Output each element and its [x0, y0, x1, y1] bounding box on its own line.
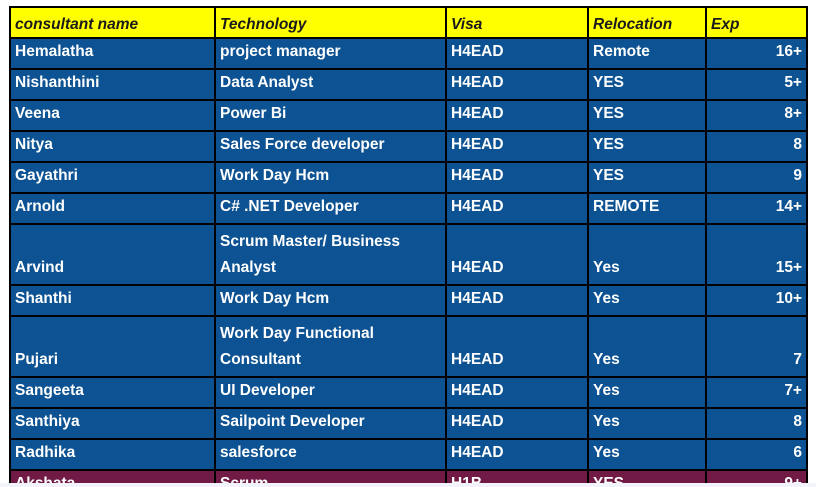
- visa-cell: H4EAD: [445, 99, 589, 132]
- consultant-name-cell: Arvind: [9, 223, 216, 286]
- table-row: Gayathri Work Day Hcm H4EAD YES 9: [9, 161, 808, 194]
- visa-cell: H4EAD: [445, 37, 589, 70]
- table-row: Veena Power Bi H4EAD YES 8+: [9, 99, 808, 132]
- consultant-name-cell: Hemalatha: [9, 37, 216, 70]
- technology-cell: Power Bi: [214, 99, 447, 132]
- visa-cell: H4EAD: [445, 438, 589, 471]
- table-row: Sangeeta UI Developer H4EAD Yes 7+: [9, 376, 808, 409]
- visa-cell: H4EAD: [445, 192, 589, 225]
- consultant-name-cell: Shanthi: [9, 284, 216, 317]
- exp-cell: 8: [705, 130, 808, 163]
- technology-cell: Data Analyst: [214, 68, 447, 101]
- visa-cell: H4EAD: [445, 68, 589, 101]
- exp-cell: 16+: [705, 37, 808, 70]
- table-row: Arvind Scrum Master/ Business Analyst H4EA…: [9, 223, 808, 286]
- consultant-name-cell: Veena: [9, 99, 216, 132]
- table-row: Pujari Work Day Functional Consultant H4EA…: [9, 315, 808, 378]
- relocation-cell: Yes: [587, 315, 707, 378]
- technology-cell: Scrum: [214, 469, 447, 487]
- technology-cell: Sales Force developer: [214, 130, 447, 163]
- visa-cell: H4EAD: [445, 223, 589, 286]
- technology-cell: Sailpoint Developer: [214, 407, 447, 440]
- technology-cell: salesforce: [214, 438, 447, 471]
- consultant-name-cell: Gayathri: [9, 161, 216, 194]
- visa-cell: H4EAD: [445, 130, 589, 163]
- header-technology: Technology: [214, 6, 447, 39]
- consultant-name-cell: Santhiya: [9, 407, 216, 440]
- exp-cell: 8+: [705, 99, 808, 132]
- table-row: Hemalatha project manager H4EAD Remote 16+: [9, 37, 808, 70]
- consultant-name-cell: Pujari: [9, 315, 216, 378]
- relocation-cell: Remote: [587, 37, 707, 70]
- header-consultant-name: consultant name: [9, 6, 216, 39]
- relocation-cell: YES: [587, 469, 707, 487]
- technology-cell: project manager: [214, 37, 447, 70]
- table-row: Arnold C# .NET Developer H4EAD REMOTE 14+: [9, 192, 808, 225]
- visa-cell: H4EAD: [445, 315, 589, 378]
- table-row: Santhiya Sailpoint Developer H4EAD Yes 8: [9, 407, 808, 440]
- technology-cell: UI Developer: [214, 376, 447, 409]
- table-row: Radhika salesforce H4EAD Yes 6: [9, 438, 808, 471]
- relocation-cell: YES: [587, 130, 707, 163]
- exp-cell: 10+: [705, 284, 808, 317]
- consultant-name-cell: Nishanthini: [9, 68, 216, 101]
- technology-cell: Work Day Hcm: [214, 284, 447, 317]
- consultant-name-cell: Nitya: [9, 130, 216, 163]
- exp-cell: 9: [705, 161, 808, 194]
- table-row: Akshata Scrum H1B YES 9+: [9, 469, 808, 487]
- technology-cell: Scrum Master/ Business Analyst: [214, 223, 447, 286]
- visa-cell: H4EAD: [445, 284, 589, 317]
- visa-cell: H4EAD: [445, 376, 589, 409]
- relocation-cell: YES: [587, 99, 707, 132]
- consultant-table: consultant name Technology Visa Relocati…: [9, 6, 808, 487]
- table-row: Nishanthini Data Analyst H4EAD YES 5+: [9, 68, 808, 101]
- exp-cell: 6: [705, 438, 808, 471]
- header-visa: Visa: [445, 6, 589, 39]
- bottom-edge: [0, 483, 816, 487]
- relocation-cell: YES: [587, 68, 707, 101]
- exp-cell: 15+: [705, 223, 808, 286]
- technology-cell: C# .NET Developer: [214, 192, 447, 225]
- consultant-name-cell: Arnold: [9, 192, 216, 225]
- exp-cell: 9+: [705, 469, 808, 487]
- relocation-cell: Yes: [587, 407, 707, 440]
- technology-cell: Work Day Functional Consultant: [214, 315, 447, 378]
- relocation-cell: REMOTE: [587, 192, 707, 225]
- relocation-cell: Yes: [587, 223, 707, 286]
- exp-cell: 7+: [705, 376, 808, 409]
- technology-cell: Work Day Hcm: [214, 161, 447, 194]
- exp-cell: 5+: [705, 68, 808, 101]
- consultant-name-cell: Radhika: [9, 438, 216, 471]
- relocation-cell: Yes: [587, 376, 707, 409]
- visa-cell: H4EAD: [445, 407, 589, 440]
- consultant-name-cell: Sangeeta: [9, 376, 216, 409]
- relocation-cell: YES: [587, 161, 707, 194]
- header-relocation: Relocation: [587, 6, 707, 39]
- header-exp: Exp: [705, 6, 808, 39]
- table-row: Nitya Sales Force developer H4EAD YES 8: [9, 130, 808, 163]
- relocation-cell: Yes: [587, 284, 707, 317]
- table-row: Shanthi Work Day Hcm H4EAD Yes 10+: [9, 284, 808, 317]
- visa-cell: H4EAD: [445, 161, 589, 194]
- exp-cell: 14+: [705, 192, 808, 225]
- relocation-cell: Yes: [587, 438, 707, 471]
- header-row: consultant name Technology Visa Relocati…: [9, 6, 808, 39]
- exp-cell: 7: [705, 315, 808, 378]
- exp-cell: 8: [705, 407, 808, 440]
